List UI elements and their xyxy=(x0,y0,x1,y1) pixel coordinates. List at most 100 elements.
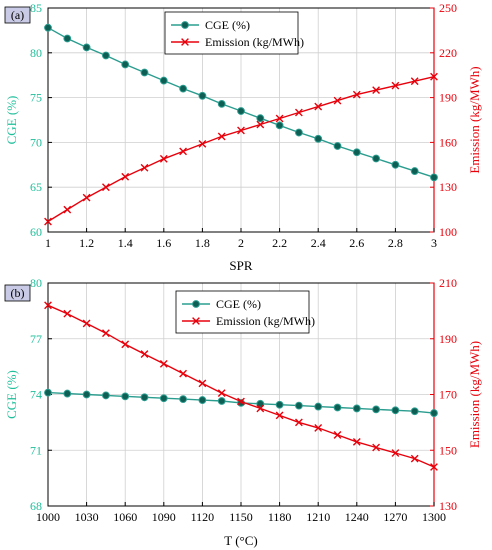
emission-marker-stroke xyxy=(410,77,419,86)
x-tick-label: 1300 xyxy=(422,510,446,524)
y-left-tick-label: 85 xyxy=(30,1,42,15)
cge-data-point xyxy=(314,402,323,411)
y-left-tick-label: 80 xyxy=(30,276,42,290)
cge-data-point xyxy=(410,167,419,175)
y-left-tick-label: 80 xyxy=(30,46,42,60)
y-right-tick-label: 150 xyxy=(439,443,457,457)
legend: CGE (%) Emission (kg/MWh) xyxy=(175,290,315,334)
emission-data-point xyxy=(217,389,226,398)
y-left-axis-title: CGE (%) xyxy=(4,96,19,145)
emission-data-point xyxy=(179,369,187,378)
emission-data-point xyxy=(140,163,149,172)
panel-label-box xyxy=(4,284,31,302)
emission-marker-stroke xyxy=(333,96,342,105)
cge-data-point xyxy=(314,134,323,143)
emission-data-point xyxy=(430,463,438,471)
cge-data-point xyxy=(102,51,110,60)
y-right-tick-label: 100 xyxy=(439,225,457,239)
emission-marker-stroke xyxy=(179,147,187,156)
cge-data-point xyxy=(140,393,149,402)
y-left-tick-label: 74 xyxy=(30,388,42,402)
emission-data-point xyxy=(198,139,207,148)
emission-data-point xyxy=(121,340,130,349)
cge-data-point xyxy=(391,406,400,415)
y-right-tick-label: 220 xyxy=(439,46,457,60)
emission-marker-stroke xyxy=(121,172,130,181)
cge-data-point xyxy=(333,403,342,412)
cge-data-point xyxy=(372,405,381,414)
emission-data-point xyxy=(391,81,400,90)
emission-marker-stroke xyxy=(295,418,303,427)
emission-marker-stroke xyxy=(217,389,226,398)
emission-data-point xyxy=(44,217,52,226)
x-tick-label: 1060 xyxy=(113,510,137,524)
panel-label: (a) xyxy=(4,6,31,24)
cge-data-point xyxy=(295,128,303,137)
x-tick-label: 2.6 xyxy=(349,236,364,250)
panel-label-text: (b) xyxy=(11,286,25,300)
emission-marker-stroke xyxy=(333,431,342,439)
legend-label: CGE (%) xyxy=(205,18,250,32)
legend-cge-marker xyxy=(181,21,189,29)
emission-data-point xyxy=(333,431,342,439)
cge-data-point xyxy=(198,91,207,100)
panel-label: (b) xyxy=(4,284,31,302)
emission-marker-stroke xyxy=(256,120,265,129)
cge-data-point xyxy=(198,396,207,404)
legend-label: CGE (%) xyxy=(216,297,261,311)
emission-data-point xyxy=(333,96,342,105)
emission-marker-stroke xyxy=(430,463,438,471)
cge-data-point xyxy=(295,401,303,410)
cge-data-point xyxy=(179,84,188,93)
legend-label: Emission (kg/MWh) xyxy=(205,35,304,49)
y-right-tick-label: 130 xyxy=(439,180,457,194)
cge-data-point xyxy=(256,114,265,123)
emission-marker-stroke xyxy=(391,449,400,457)
cge-data-point xyxy=(352,404,361,413)
cge-data-point xyxy=(372,154,381,163)
emission-marker-stroke xyxy=(82,193,91,202)
emission-data-point xyxy=(63,205,72,214)
panel-label-text: (a) xyxy=(11,8,24,22)
x-tick-label: 1.2 xyxy=(79,236,94,250)
emission-marker-stroke xyxy=(430,72,438,81)
x-tick-label: 2 xyxy=(238,236,244,250)
emission-marker-stroke xyxy=(372,86,380,95)
y-right-tick-label: 130 xyxy=(439,499,457,513)
emission-data-point xyxy=(198,379,207,388)
y-right-axis-title: Emission (kg/MWh) xyxy=(467,66,482,173)
emission-marker-stroke xyxy=(410,454,419,463)
x-tick-label: 1210 xyxy=(306,510,330,524)
emission-marker-stroke xyxy=(372,443,380,452)
y-right-tick-label: 210 xyxy=(439,276,457,290)
cge-data-point xyxy=(63,34,72,43)
cge-data-point xyxy=(159,394,168,403)
x-tick-label: 1030 xyxy=(75,510,99,524)
y-left-tick-label: 75 xyxy=(30,91,42,105)
emission-marker-stroke xyxy=(121,340,130,349)
cge-data-point xyxy=(391,160,400,169)
x-tick-label: 1090 xyxy=(152,510,176,524)
cge-data-point xyxy=(121,60,130,69)
y-right-tick-label: 250 xyxy=(439,1,457,15)
emission-data-point xyxy=(179,147,187,156)
emission-marker-stroke xyxy=(63,309,72,318)
emission-data-point xyxy=(159,359,168,368)
emission-data-point xyxy=(82,319,91,328)
x-tick-label: 1 xyxy=(45,236,51,250)
x-axis-title: SPR xyxy=(229,258,252,273)
emission-data-point xyxy=(275,411,284,420)
y-right-tick-label: 170 xyxy=(439,388,457,402)
emission-marker-stroke xyxy=(102,329,110,338)
emission-marker-stroke xyxy=(314,102,323,111)
y-left-tick-label: 65 xyxy=(30,180,42,194)
emission-marker-stroke xyxy=(140,350,149,358)
emission-data-point xyxy=(372,443,380,452)
emission-marker-stroke xyxy=(159,154,168,163)
y-left-tick-label: 70 xyxy=(30,135,42,149)
panel-a: 1 1.2 1.4 1.6 1.8 2 2.2 2.4 2.6 2.8 3 60 65 70 75 80 85 1… xyxy=(4,1,482,273)
emission-data-point xyxy=(410,77,419,86)
x-tick-label: 2.2 xyxy=(272,236,287,250)
x-tick-label: 1000 xyxy=(36,510,60,524)
emission-marker-stroke xyxy=(102,183,110,192)
